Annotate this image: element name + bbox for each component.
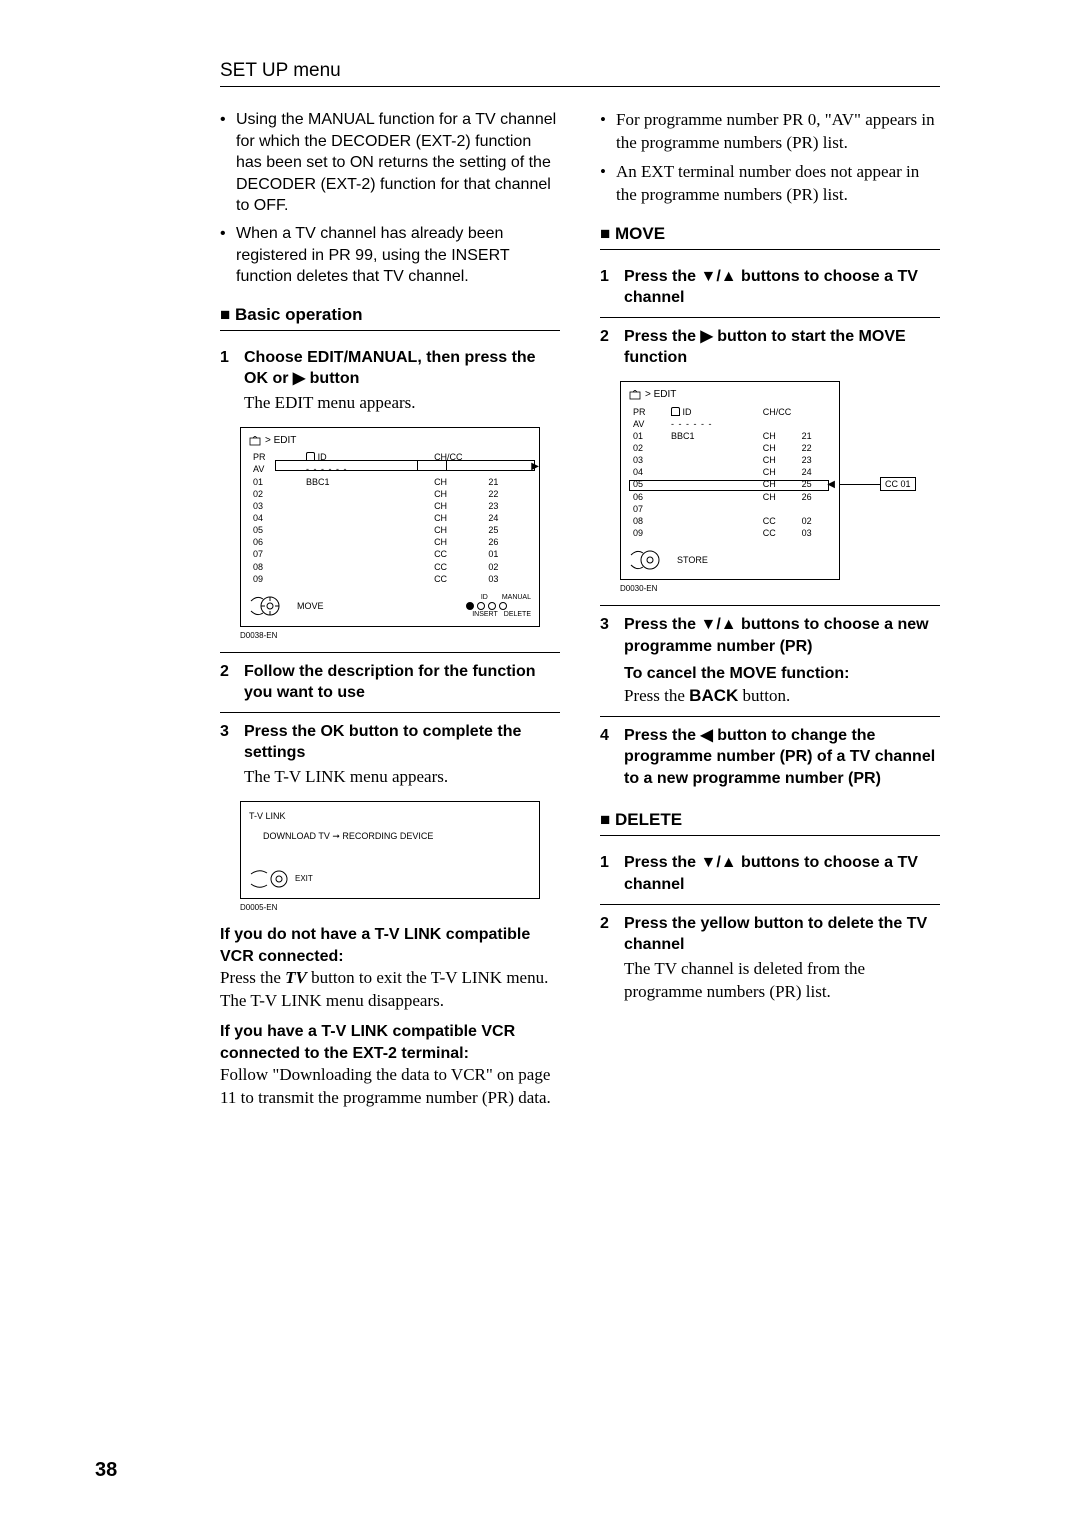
left-column: Using the MANUAL function for a TV chann… [220,109,560,1110]
move-step-2: 2 Press the ▶ button to start the MOVE f… [600,318,940,375]
bullet-item: An EXT terminal number does not appear i… [600,161,940,207]
tv-icon [249,436,261,446]
step-number: 1 [600,852,614,895]
id-label: ID [481,593,488,602]
step-title: Press the ▼/▲ buttons to choose a TV cha… [624,266,940,309]
step-1: 1 Choose EDIT/MANUAL, then press the OK … [220,339,560,421]
edit-osd: > EDIT PR ID CH/CC AV- - - - - - 01BBC1C… [240,427,540,627]
step-3: 3 Press the OK button to complete the se… [220,713,560,795]
osd2-title: T-V LINK [249,810,531,822]
heading-text: Basic operation [220,305,363,324]
remote-icon [629,547,671,573]
step-number: 2 [600,326,614,369]
osd2-line: DOWNLOAD TV ➞ RECORDING DEVICE [263,830,527,842]
remote-icon [249,868,291,890]
manual-label: MANUAL [502,593,531,602]
heading-text: MOVE [600,224,665,243]
breadcrumb: > EDIT [645,388,676,402]
channel-table: PR ID CH/CC AV- - - - - - 01BBC1CH21 02C… [249,451,531,585]
col-pr: PR [629,406,667,418]
section-header: SET UP menu [220,60,940,87]
delete-heading: DELETE [600,809,940,836]
delete-step-1: 1 Press the ▼/▲ buttons to choose a TV c… [600,844,940,901]
step-number: 4 [600,725,614,790]
step-title: Press the yellow button to delete the TV… [624,913,940,956]
step-title: Press the ◀ button to change the program… [624,725,940,790]
left-bullets: Using the MANUAL function for a TV chann… [220,109,560,288]
cancel-text: Press the BACK button. [624,685,940,708]
col-chcc: CH/CC [430,451,531,463]
vcr-no-text2: The T-V LINK menu disappears. [220,990,560,1013]
vcr-no-text: Press the TV button to exit the T-V LINK… [220,967,560,990]
move-step-3: 3 Press the ▼/▲ buttons to choose a new … [600,606,940,714]
move-heading: MOVE [600,223,940,250]
arrow-left-icon: ◀ [827,478,835,492]
col-chcc: CH/CC [759,406,831,418]
bullet-item: When a TV channel has already been regis… [220,223,560,288]
tv-icon [629,390,641,400]
page-number: 38 [95,1459,117,1482]
vcr-no-title: If you do not have a T-V LINK compatible… [220,924,560,967]
right-bullets: For programme number PR 0, "AV" appears … [600,109,940,207]
delete-label: DELETE [504,610,531,619]
step-title: Choose EDIT/MANUAL, then press the OK or… [244,347,560,390]
osd-caption: D0038-EN [240,631,560,642]
vcr-yes-text: Follow "Downloading the data to VCR" on … [220,1064,560,1110]
step-number: 2 [220,661,234,704]
bullet-item: For programme number PR 0, "AV" appears … [600,109,940,155]
right-column: For programme number PR 0, "AV" appears … [600,109,940,1110]
arrow-right-icon: ▶ [531,460,539,474]
step-text: The TV channel is deleted from the progr… [624,958,940,1004]
insert-label: INSERT [472,610,498,619]
bullet-item: Using the MANUAL function for a TV chann… [220,109,560,217]
col-pr: PR [249,451,302,463]
delete-step-2: 2 Press the yellow button to delete the … [600,905,940,1010]
vcr-yes-title: If you have a T-V LINK compatible VCR co… [220,1021,560,1064]
breadcrumb: > EDIT [265,434,296,448]
callout-box: CC 01 [880,477,916,491]
exit-label: EXIT [295,874,313,885]
remote-icon [249,593,291,619]
tvlink-osd: T-V LINK DOWNLOAD TV ➞ RECORDING DEVICE … [240,801,540,899]
channel-table: PR ID CH/CC AV- - - - - - 01BBC1CH21 02C… [629,406,831,540]
cancel-title: To cancel the MOVE function: [624,663,940,685]
step-number: 3 [600,614,614,708]
osd-caption: D0030-EN [620,584,940,595]
osd-caption: D0005-EN [240,903,560,914]
step-number: 1 [220,347,234,415]
move-step-4: 4 Press the ◀ button to change the progr… [600,717,940,796]
col-id: ID [667,406,759,418]
edit-osd-2: > EDIT PR ID CH/CC AV- - - - - - 01BBC1C… [620,381,840,580]
step-text: The T-V LINK menu appears. [244,766,560,789]
basic-operation-heading: Basic operation [220,304,560,331]
col-id: ID [302,451,430,463]
step-title: Press the OK button to complete the sett… [244,721,560,764]
step-title: Press the ▼/▲ buttons to choose a new pr… [624,614,940,657]
step-title: Press the ▼/▲ buttons to choose a TV cha… [624,852,940,895]
store-label: STORE [677,554,708,566]
move-label: MOVE [297,600,324,612]
step-number: 1 [600,266,614,309]
step-number: 3 [220,721,234,789]
heading-text: DELETE [600,810,682,829]
step-text: The EDIT menu appears. [244,392,560,415]
step-2: 2 Follow the description for the functio… [220,653,560,710]
step-title: Follow the description for the function … [244,661,560,704]
move-step-1: 1 Press the ▼/▲ buttons to choose a TV c… [600,258,940,315]
step-number: 2 [600,913,614,1004]
step-title: Press the ▶ button to start the MOVE fun… [624,326,940,369]
